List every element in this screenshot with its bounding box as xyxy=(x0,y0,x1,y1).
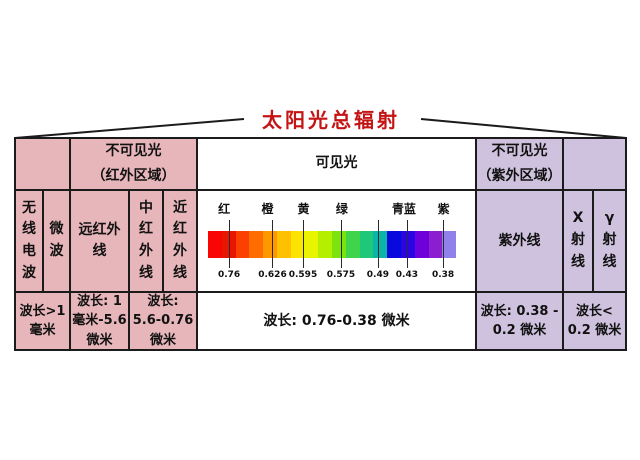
band-xray: X射线 xyxy=(564,191,592,291)
spectrum-tick xyxy=(406,220,408,268)
band-ultraviolet-label: 紫外线 xyxy=(498,232,541,249)
spectrum-segment xyxy=(345,231,360,258)
spectrum-color-label-orange: 橙 xyxy=(261,202,274,216)
spectrum-tick xyxy=(302,220,304,268)
spectrum-segment xyxy=(208,231,222,258)
spectrum-color-label-yellow: 黄 xyxy=(297,202,310,216)
spectrum-segment xyxy=(221,231,236,258)
spectrum-segment xyxy=(428,231,443,258)
header-empty-left-cell xyxy=(16,139,69,189)
header-empty-right-cell xyxy=(564,139,625,189)
spectrum-color-label-cyanblue: 青蓝 xyxy=(391,202,416,216)
spectrum-segment xyxy=(387,231,401,258)
band-microwave: 微波 xyxy=(44,191,69,291)
spectrum-segment xyxy=(263,231,277,258)
spectrum-segment xyxy=(304,231,319,258)
band-mid-infrared-label: 中红外线 xyxy=(139,199,153,281)
spectrum-segment xyxy=(276,231,291,258)
band-near-infrared-label: 近红外线 xyxy=(173,199,187,281)
spectrum-tick-value: 0.575 xyxy=(326,270,356,280)
spectrum-tick-value: 0.626 xyxy=(258,270,287,280)
band-ultraviolet: 紫外线 xyxy=(477,191,562,291)
band-near-infrared: 近红外线 xyxy=(164,191,196,291)
band-far-infrared: 远红外线 xyxy=(71,191,128,291)
spectrum-tick xyxy=(272,220,274,268)
spectrum-table: 不可见光 （红外区域） 可见光 不可见光 （紫外区域） 无线电波 微波 远红外线… xyxy=(14,137,627,351)
wavelength-xray-gamma: 波长< 0.2 微米 xyxy=(564,293,625,349)
spectrum-segment xyxy=(318,231,333,258)
wavelength-visible: 波长: 0.76-0.38 微米 xyxy=(198,293,475,349)
spectrum-segment xyxy=(249,231,264,258)
band-far-infrared-label: 远红外线 xyxy=(78,222,121,259)
band-radio-waves: 无线电波 xyxy=(16,191,42,291)
band-gamma-ray-label: γ射线 xyxy=(602,210,617,270)
header-visible-light: 可见光 xyxy=(198,139,475,189)
band-gamma-ray: γ射线 xyxy=(594,191,625,291)
wavelength-mid-near-infrared: 波长: 5.6-0.76 微米 xyxy=(130,293,196,349)
wavelength-ultraviolet: 波长: 0.38 - 0.2 微米 xyxy=(477,293,562,349)
band-xray-label: X射线 xyxy=(571,210,585,270)
spectrum-segment xyxy=(373,231,388,258)
spectrum-bar xyxy=(208,231,457,258)
spectrum-segment xyxy=(414,231,429,258)
spectrum-tick-value: 0.595 xyxy=(288,270,318,280)
spectrum-color-label-red: 红 xyxy=(218,202,231,216)
spectrum-tick xyxy=(443,220,445,268)
visible-spectrum-cell: 红 橙 黄 绿 青蓝 紫 0.76 0.626 0.595 0.575 0.49 xyxy=(198,191,475,291)
spectrum-segment xyxy=(332,231,346,258)
header-infrared-region: 不可见光 （红外区域） xyxy=(71,139,196,189)
spectrum-segment xyxy=(235,231,250,258)
visible-spectrum: 红 橙 黄 绿 青蓝 紫 0.76 0.626 0.595 0.575 0.49 xyxy=(208,191,457,291)
wavelength-far-infrared: 波长: 1 毫米-5.6 微米 xyxy=(71,293,128,349)
spectrum-tick-value: 0.76 xyxy=(217,270,241,280)
header-ultraviolet-region: 不可见光 （紫外区域） xyxy=(477,139,562,189)
band-microwave-label: 微波 xyxy=(49,221,64,259)
band-radio-waves-label: 无线电波 xyxy=(22,199,36,281)
spectrum-tick xyxy=(377,220,379,268)
wavelength-radio-microwave: 波长>1 毫米 xyxy=(16,293,69,349)
diagram-title: 太阳光总辐射 xyxy=(262,108,400,132)
spectrum-segment xyxy=(359,231,374,258)
spectrum-segment xyxy=(290,231,305,258)
spectrum-tick-value: 0.49 xyxy=(366,270,389,280)
spectrum-segment xyxy=(442,231,457,258)
spectrum-tick xyxy=(340,220,342,268)
spectrum-tick-value: 0.43 xyxy=(395,270,418,280)
band-mid-infrared: 中红外线 xyxy=(130,191,162,291)
spectrum-tick-value: 0.38 xyxy=(431,270,455,280)
spectrum-tick xyxy=(229,220,231,268)
spectrum-color-label-violet: 紫 xyxy=(437,202,450,216)
spectrum-color-label-green: 绿 xyxy=(335,202,348,216)
